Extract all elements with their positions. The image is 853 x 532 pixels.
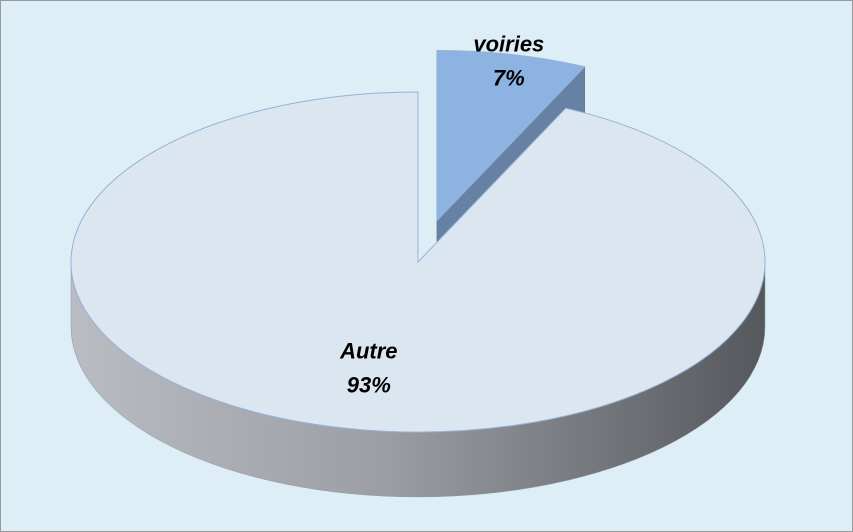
slice-top [436,50,586,222]
slice-label: Autre [339,339,397,364]
slice-label: voiries [473,32,544,57]
slice-value-label: 93% [347,373,391,398]
slice-value-label: 7% [493,66,525,91]
slice-top [70,91,766,433]
